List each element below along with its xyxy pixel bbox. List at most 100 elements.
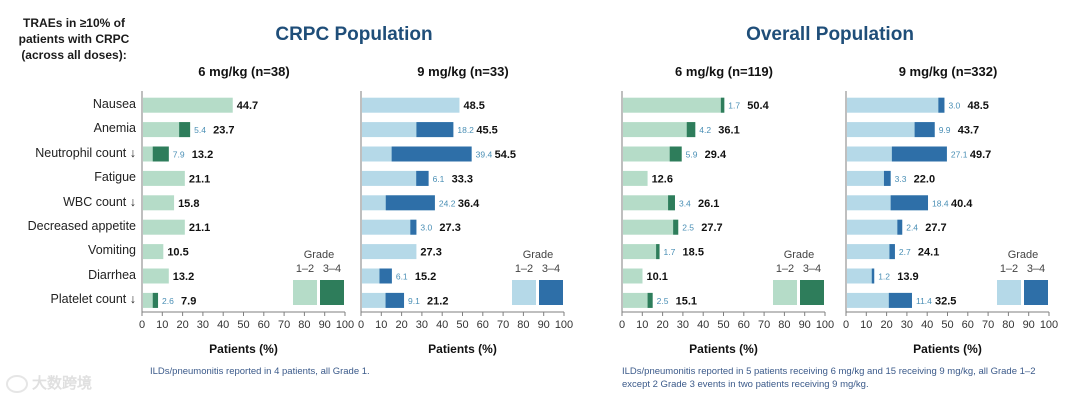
category-label: Diarrhea (88, 267, 136, 282)
x-tick-label: 20 (656, 319, 668, 331)
grade-3-4-value-label: 27.1 (951, 150, 968, 160)
grade-3-4-value-label: 5.9 (686, 150, 698, 160)
x-tick-label: 60 (962, 319, 974, 331)
x-tick-label: 10 (860, 319, 872, 331)
bar-grade-3-4 (647, 292, 653, 308)
bar-total (623, 244, 660, 260)
x-tick-label: 90 (538, 319, 550, 331)
x-tick-label: 10 (375, 319, 387, 331)
bar-total (623, 219, 679, 235)
total-value-label: 15.1 (676, 295, 697, 307)
category-label: Anemia (93, 121, 136, 136)
x-tick-label: 50 (456, 319, 468, 331)
bar-grade-3-4 (871, 268, 875, 284)
x-tick-label: 10 (156, 319, 168, 331)
total-value-label: 22.0 (914, 173, 935, 185)
total-value-label: 29.4 (705, 149, 727, 161)
legend-title: Grade (523, 249, 554, 261)
bar-grade-3-4 (668, 195, 675, 211)
x-tick-label: 80 (298, 319, 310, 331)
bar-grade-3-4 (656, 244, 660, 260)
total-value-label: 33.3 (452, 173, 473, 185)
grade-3-4-value-label: 6.1 (433, 174, 445, 184)
legend-swatch-high (800, 280, 824, 305)
bar-grade-3-4 (890, 195, 929, 211)
bar-grade-3-4 (385, 292, 405, 308)
grade-3-4-value-label: 3.0 (420, 223, 432, 233)
legend-swatch-high (320, 280, 344, 305)
bar-total (847, 122, 935, 138)
bar-total (362, 170, 429, 186)
bar-grade-3-4 (416, 122, 454, 138)
x-tick-label: 40 (921, 319, 933, 331)
bar-grade-3-4 (152, 146, 169, 162)
grade-3-4-value-label: 18.2 (457, 125, 474, 135)
legend-swatch-low (773, 280, 797, 305)
grade-3-4-value-label: 24.2 (439, 198, 456, 208)
bar-grade-3-4 (179, 122, 191, 138)
bar-grade-3-4 (391, 146, 472, 162)
bar-grade-3-4 (914, 122, 935, 138)
total-value-label: 27.3 (439, 222, 460, 234)
total-value-label: 15.8 (178, 198, 199, 210)
total-value-label: 26.1 (698, 198, 719, 210)
total-value-label: 18.5 (683, 247, 704, 259)
legend-swatch-low (512, 280, 536, 305)
x-tick-label: 100 (555, 319, 573, 331)
x-tick-label: 70 (278, 319, 290, 331)
category-label: Platelet count ↓ (50, 292, 136, 307)
total-value-label: 40.4 (951, 198, 973, 210)
footnote-overall: ILDs/pneumonitis reported in 5 patients … (622, 366, 1036, 390)
bar-grade-3-4 (669, 146, 682, 162)
bar-total (143, 122, 191, 138)
x-tick-label: 90 (1023, 319, 1035, 331)
total-value-label: 36.1 (718, 125, 739, 137)
total-value-label: 45.5 (476, 125, 497, 137)
bar-total (847, 97, 945, 113)
legend-title: Grade (784, 249, 815, 261)
grade-3-4-value-label: 39.4 (476, 150, 493, 160)
category-label: Decreased appetite (27, 219, 136, 233)
bar-grade-3-4 (410, 219, 417, 235)
total-value-label: 7.9 (181, 295, 196, 307)
legend-label-low: 1–2 (1000, 263, 1018, 275)
bar-grade-3-4 (889, 244, 895, 260)
legend-label-high: 3–4 (542, 263, 560, 275)
x-tick-label: 40 (697, 319, 709, 331)
bar-total (362, 219, 417, 235)
bar-total (143, 268, 169, 284)
x-tick-label: 70 (982, 319, 994, 331)
x-tick-label: 30 (901, 319, 913, 331)
bar-grade-3-4 (888, 292, 912, 308)
bar-grade-3-4 (152, 292, 159, 308)
total-value-label: 49.7 (970, 149, 991, 161)
bar-total (623, 268, 643, 284)
grade-3-4-value-label: 2.5 (682, 223, 694, 233)
bar-total (623, 146, 682, 162)
category-label: WBC count ↓ (63, 194, 136, 209)
grade-3-4-value-label: 1.7 (664, 247, 676, 257)
bar-grade-3-4 (416, 170, 429, 186)
total-value-label: 23.7 (213, 125, 234, 137)
bar-total (623, 170, 648, 186)
total-value-label: 32.5 (935, 295, 956, 307)
x-tick-label: 80 (778, 319, 790, 331)
bar-total (847, 219, 903, 235)
legend-label-high: 3–4 (323, 263, 341, 275)
total-value-label: 21.2 (427, 295, 448, 307)
total-value-label: 12.6 (652, 173, 673, 185)
panel-title-crpc-6: 6 mg/kg (n=38) (198, 64, 290, 79)
footnote-crpc: ILDs/pneumonitis reported in 4 patients,… (150, 366, 370, 377)
grade-3-4-value-label: 2.4 (906, 223, 918, 233)
x-tick-label: 90 (319, 319, 331, 331)
total-value-label: 15.2 (415, 271, 436, 283)
x-tick-label: 80 (1002, 319, 1014, 331)
x-tick-label: 0 (139, 319, 145, 331)
legend-swatch-low (293, 280, 317, 305)
legend-swatch-low (997, 280, 1021, 305)
total-value-label: 27.7 (925, 222, 946, 234)
x-tick-label: 30 (416, 319, 428, 331)
bar-grade-3-4 (385, 195, 435, 211)
bar-total (847, 244, 895, 260)
